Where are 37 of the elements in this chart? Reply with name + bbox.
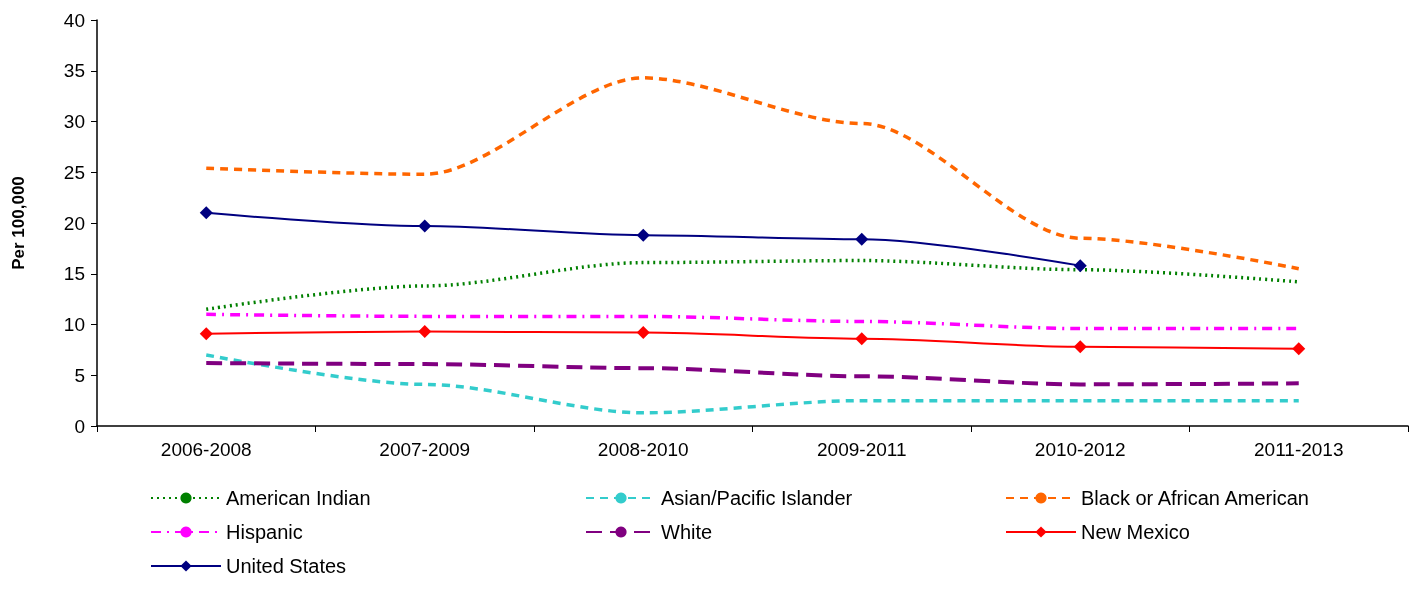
point xyxy=(855,232,869,246)
point xyxy=(199,206,213,220)
y-tick-label: 10 xyxy=(63,314,85,335)
point xyxy=(1292,342,1306,356)
point xyxy=(418,219,432,233)
point xyxy=(1073,340,1087,354)
point xyxy=(199,327,213,341)
legend-label: Asian/Pacific Islander xyxy=(661,487,853,509)
line-series xyxy=(204,353,1301,415)
point xyxy=(1073,259,1087,273)
y-tick-label: 40 xyxy=(63,9,85,31)
legend-label: Hispanic xyxy=(226,521,303,543)
line-series xyxy=(204,76,1301,271)
y-tick-label: 0 xyxy=(74,415,85,437)
legend-label: New Mexico xyxy=(1081,521,1190,543)
point xyxy=(636,326,650,340)
x-tick-label: 2006-2008 xyxy=(160,439,252,460)
point xyxy=(636,228,650,242)
legend-label: White xyxy=(661,521,713,543)
legend-label: American Indian xyxy=(226,487,371,509)
point xyxy=(855,332,869,346)
y-tick-label: 15 xyxy=(63,263,85,285)
y-tick-label: 5 xyxy=(74,364,85,386)
y-tick-label: 25 xyxy=(63,161,85,183)
y-axis-title: Per 100,000 xyxy=(9,176,28,270)
x-tick-label: 2011-2013 xyxy=(1254,439,1344,460)
legend-label: Black or African American xyxy=(1081,487,1309,509)
x-tick-label: 2009-2011 xyxy=(817,439,907,460)
x-tick-label: 2007-2009 xyxy=(379,439,471,460)
y-tick-label: 30 xyxy=(63,111,85,132)
y-tick-label: 20 xyxy=(63,212,85,234)
y-tick-label: 35 xyxy=(63,60,85,82)
x-tick-label: 2008-2010 xyxy=(597,439,689,460)
legend-label: United States xyxy=(226,555,347,577)
line-series xyxy=(204,361,1301,387)
x-tick-label: 2010-2012 xyxy=(1034,439,1126,460)
point xyxy=(418,325,432,339)
